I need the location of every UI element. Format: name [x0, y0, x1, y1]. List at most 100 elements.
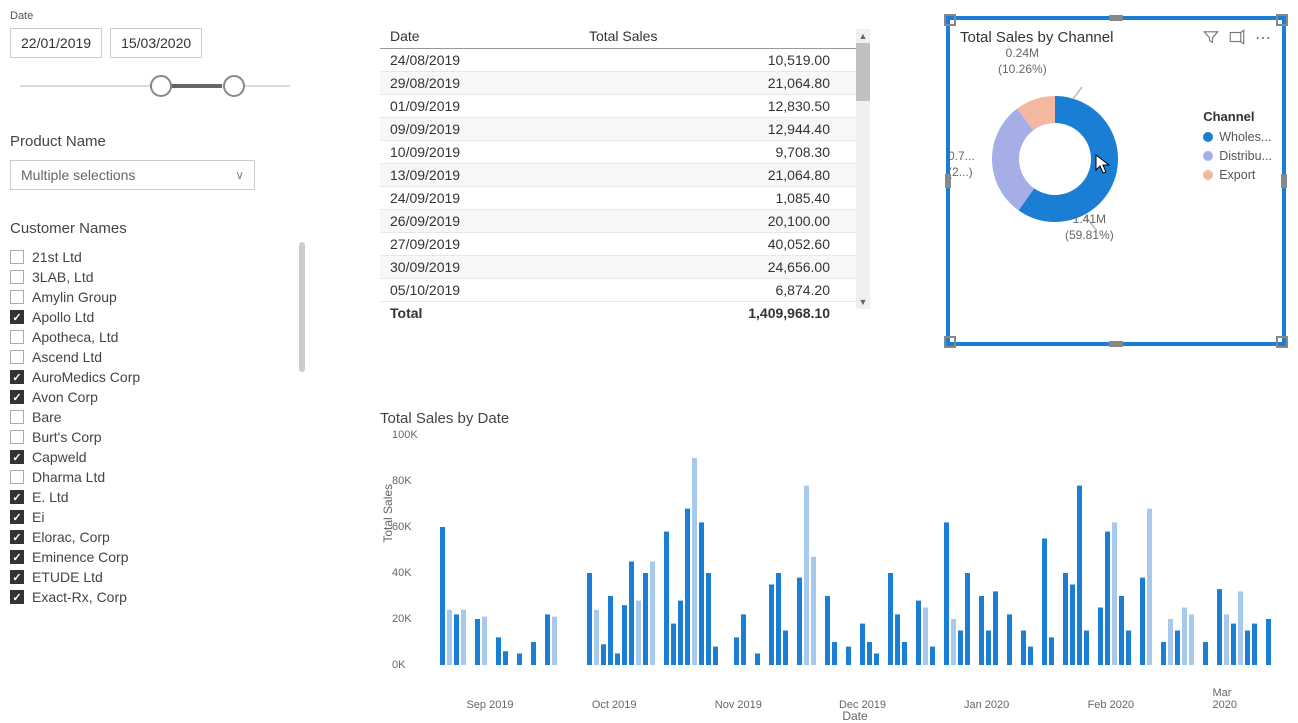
customer-item[interactable]: ✓ Eminence Corp: [10, 547, 300, 567]
checkbox[interactable]: ✓: [10, 310, 24, 324]
table-row[interactable]: 24/09/20191,085.40: [380, 187, 870, 210]
customer-item[interactable]: ✓Capweld: [10, 447, 300, 467]
slider-handle-end[interactable]: [223, 75, 245, 97]
product-name-dropdown[interactable]: Multiple selections ∨: [10, 160, 255, 190]
x-tick: Oct 2019: [592, 699, 637, 711]
checkbox[interactable]: ✓: [10, 490, 24, 504]
resize-handle[interactable]: [1276, 336, 1288, 348]
customer-name: ETUDE Ltd: [32, 569, 103, 585]
resize-handle[interactable]: [944, 14, 956, 26]
checkbox[interactable]: [10, 270, 24, 284]
legend-dot: [1203, 132, 1213, 142]
customer-item[interactable]: Ascend Ltd: [10, 347, 300, 367]
customer-name: 21st Ltd: [32, 249, 82, 265]
customer-item[interactable]: ✓Elorac, Corp: [10, 527, 300, 547]
table-header-date[interactable]: Date: [380, 24, 579, 49]
table-row[interactable]: 30/09/201924,656.00: [380, 256, 870, 279]
checkbox[interactable]: [10, 410, 24, 424]
customer-item[interactable]: 3LAB, Ltd: [10, 267, 300, 287]
legend-dot: [1203, 170, 1213, 180]
table-row[interactable]: 10/09/20199,708.30: [380, 141, 870, 164]
donut-label-wholesale: 1.41M(59.81%): [1065, 212, 1114, 243]
customer-name: Avon Corp: [32, 389, 98, 405]
x-tick: Feb 2020: [1088, 699, 1134, 711]
resize-handle[interactable]: [945, 174, 951, 188]
table-row[interactable]: 09/09/201912,944.40: [380, 118, 870, 141]
customer-item[interactable]: Apotheca, Ltd: [10, 327, 300, 347]
customer-item[interactable]: ✓AuroMedics Corp: [10, 367, 300, 387]
resize-handle[interactable]: [1109, 341, 1123, 347]
table-row[interactable]: 24/08/201910,519.00: [380, 49, 870, 72]
customer-item[interactable]: ✓E. Ltd: [10, 487, 300, 507]
legend-item[interactable]: Export: [1203, 168, 1272, 182]
checkbox[interactable]: [10, 330, 24, 344]
customer-item[interactable]: Bare: [10, 407, 300, 427]
x-tick: Mar 2020: [1213, 687, 1258, 711]
customer-item[interactable]: ✓ Apollo Ltd: [10, 307, 300, 327]
donut-chart-visual[interactable]: Total Sales by Channel ⋯ 0.24M(10.26%) 0…: [946, 16, 1286, 346]
resize-handle[interactable]: [1109, 15, 1123, 21]
y-tick: 100K: [392, 429, 418, 441]
customer-item[interactable]: ✓ Avon Corp: [10, 387, 300, 407]
checkbox[interactable]: ✓: [10, 590, 24, 604]
customer-item[interactable]: Dharma Ltd: [10, 467, 300, 487]
slider-handle-start[interactable]: [150, 75, 172, 97]
customer-name: Apotheca, Ltd: [32, 329, 118, 345]
customer-name: Apollo Ltd: [32, 309, 94, 325]
customer-item[interactable]: Amylin Group: [10, 287, 300, 307]
y-tick: 0K: [392, 659, 405, 671]
date-end-input[interactable]: 15/03/2020: [110, 28, 202, 58]
table-row[interactable]: 13/09/201921,064.80: [380, 164, 870, 187]
checkbox[interactable]: [10, 290, 24, 304]
focus-mode-icon[interactable]: [1228, 28, 1246, 46]
checkbox[interactable]: [10, 350, 24, 364]
scroll-up-icon[interactable]: ▲: [856, 29, 870, 43]
customer-name: Amylin Group: [32, 289, 117, 305]
date-range-slider[interactable]: [20, 73, 290, 103]
customer-name: Eminence Corp: [32, 549, 129, 565]
table-scrollbar[interactable]: ▲ ▼: [856, 29, 870, 309]
customer-name: Ascend Ltd: [32, 349, 102, 365]
legend-item[interactable]: Distribu...: [1203, 149, 1272, 163]
legend-item[interactable]: Wholes...: [1203, 130, 1272, 144]
customer-item[interactable]: ✓Ei: [10, 507, 300, 527]
more-options-icon[interactable]: ⋯: [1254, 28, 1272, 46]
x-tick: Nov 2019: [715, 699, 762, 711]
bar-chart-visual[interactable]: Total Sales by Date Total Sales Date 0K2…: [380, 410, 1280, 710]
table-total-row: Total1,409,968.10: [380, 302, 870, 325]
checkbox[interactable]: ✓: [10, 530, 24, 544]
date-start-input[interactable]: 22/01/2019: [10, 28, 102, 58]
checkbox[interactable]: ✓: [10, 450, 24, 464]
checkbox[interactable]: [10, 250, 24, 264]
customer-name: 3LAB, Ltd: [32, 269, 94, 285]
y-tick: 40K: [392, 567, 412, 579]
customer-item[interactable]: ✓ ETUDE Ltd: [10, 567, 300, 587]
checkbox[interactable]: ✓: [10, 570, 24, 584]
bar-chart-bars: [430, 435, 1280, 675]
checkbox[interactable]: [10, 470, 24, 484]
checkbox[interactable]: ✓: [10, 550, 24, 564]
table-row[interactable]: 26/09/201920,100.00: [380, 210, 870, 233]
customer-item[interactable]: Burt's Corp: [10, 427, 300, 447]
y-axis-label: Total Sales: [381, 484, 395, 543]
checkbox[interactable]: [10, 430, 24, 444]
customer-scrollbar[interactable]: [299, 242, 305, 372]
table-row[interactable]: 29/08/201921,064.80: [380, 72, 870, 95]
checkbox[interactable]: ✓: [10, 390, 24, 404]
checkbox[interactable]: ✓: [10, 510, 24, 524]
checkbox[interactable]: ✓: [10, 370, 24, 384]
resize-handle[interactable]: [1276, 14, 1288, 26]
customer-item[interactable]: ✓Exact-Rx, Corp: [10, 587, 300, 607]
filter-icon[interactable]: [1202, 28, 1220, 46]
resize-handle[interactable]: [1281, 174, 1287, 188]
table-row[interactable]: 01/09/201912,830.50: [380, 95, 870, 118]
product-name-label: Product Name: [10, 133, 300, 150]
table-header-totalsales[interactable]: Total Sales: [579, 24, 870, 49]
resize-handle[interactable]: [944, 336, 956, 348]
scroll-down-icon[interactable]: ▼: [856, 295, 870, 309]
customer-item[interactable]: 21st Ltd: [10, 247, 300, 267]
scroll-thumb[interactable]: [856, 43, 870, 101]
table-row[interactable]: 27/09/201940,052.60: [380, 233, 870, 256]
dropdown-value: Multiple selections: [21, 167, 135, 183]
table-row[interactable]: 05/10/20196,874.20: [380, 279, 870, 302]
